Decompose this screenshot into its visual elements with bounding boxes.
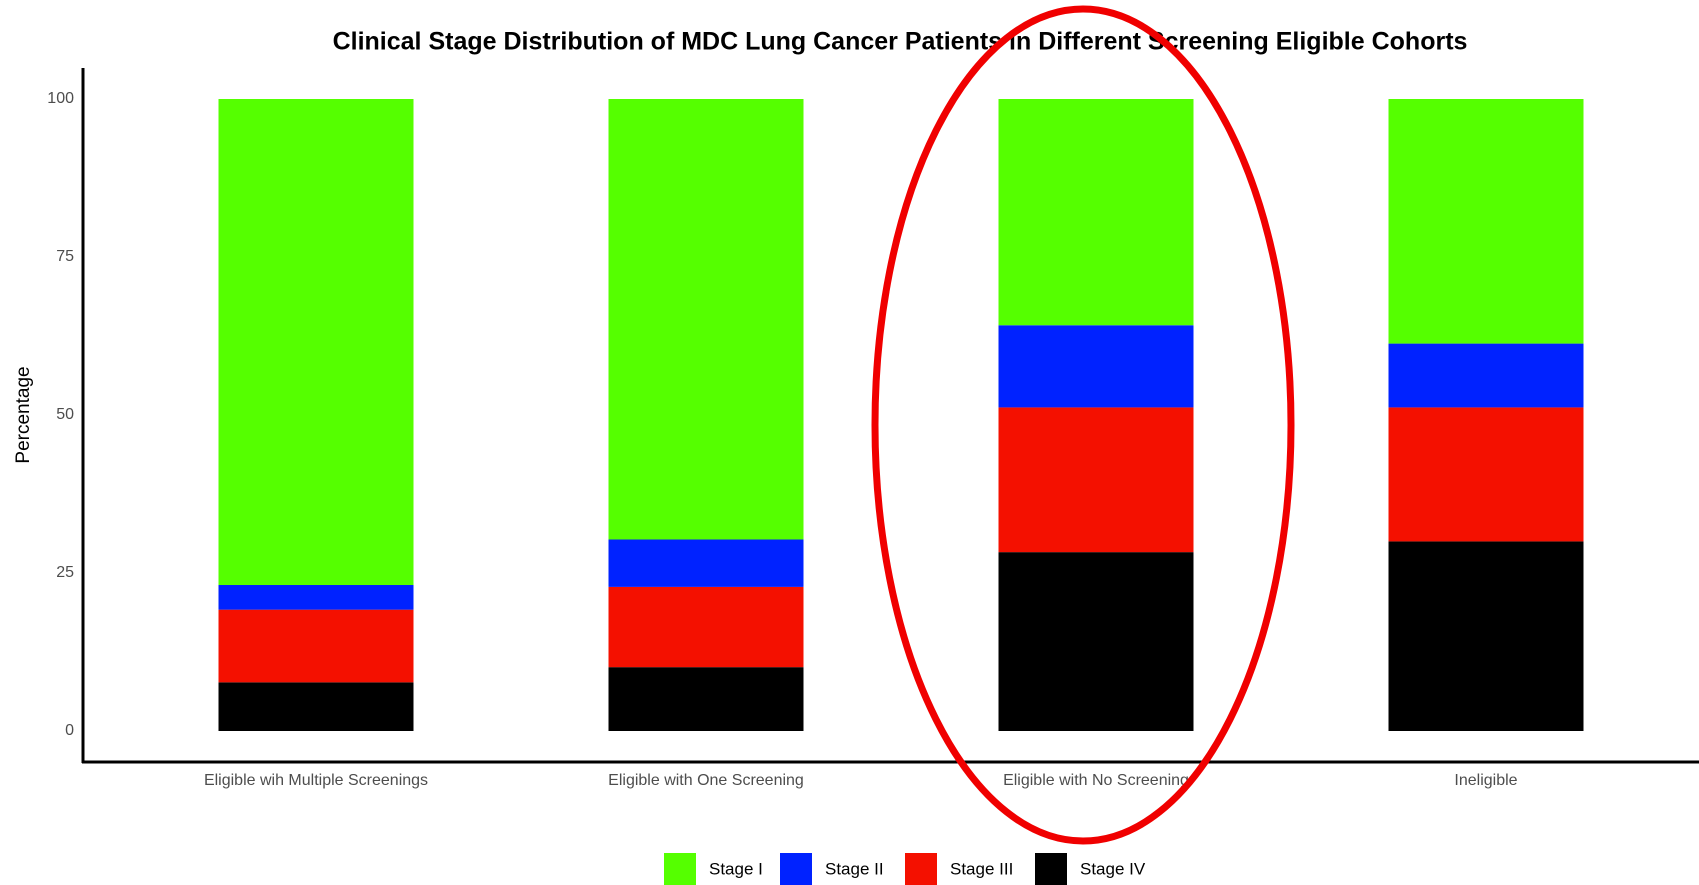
y-axis-title: Percentage: [13, 366, 34, 463]
legend-swatch: [664, 853, 696, 885]
bar-segment: [1388, 343, 1584, 408]
legend-swatch: [905, 853, 937, 885]
bar-segment: [608, 539, 804, 587]
y-tick-label: 100: [47, 90, 74, 107]
bar-segment: [1388, 541, 1584, 731]
x-tick-label: Eligible with One Screening: [608, 772, 804, 789]
bar-segment: [608, 667, 804, 731]
legend-label: Stage IV: [1080, 859, 1146, 878]
legend-label: Stage III: [950, 859, 1013, 878]
legend-swatch: [780, 853, 812, 885]
bar-segment: [998, 407, 1194, 553]
bar-segment: [218, 609, 414, 683]
highlight-ellipse: [871, 5, 1295, 845]
y-tick-label: 0: [65, 722, 74, 739]
bar-segment: [608, 586, 804, 668]
bar-segment: [218, 682, 414, 731]
bar-segment: [1388, 99, 1584, 344]
bar-segment: [998, 99, 1194, 326]
x-tick-label: Eligible with No Screening: [1003, 772, 1189, 789]
y-tick-label: 75: [56, 248, 74, 265]
y-tick-label: 25: [56, 564, 74, 581]
bar-segment: [218, 99, 414, 586]
plot-area: 0 25 50 75 100 Eligible wih Multiple Screenin…: [47, 90, 1584, 789]
bar-segment: [218, 585, 414, 610]
legend: Stage I Stage II Stage III Stage IV: [664, 853, 1146, 885]
bar-segment: [998, 325, 1194, 408]
legend-swatch: [1035, 853, 1067, 885]
x-tick-label: Eligible wih Multiple Screenings: [204, 772, 428, 789]
bar-segment: [608, 99, 804, 540]
legend-label: Stage II: [825, 859, 884, 878]
bar-segment: [1388, 407, 1584, 542]
y-tick-label: 50: [56, 406, 74, 423]
x-tick-label: Ineligible: [1454, 772, 1517, 789]
chart-title: Clinical Stage Distribution of MDC Lung …: [333, 28, 1468, 56]
legend-label: Stage I: [709, 859, 763, 878]
bar-segment: [998, 552, 1194, 731]
